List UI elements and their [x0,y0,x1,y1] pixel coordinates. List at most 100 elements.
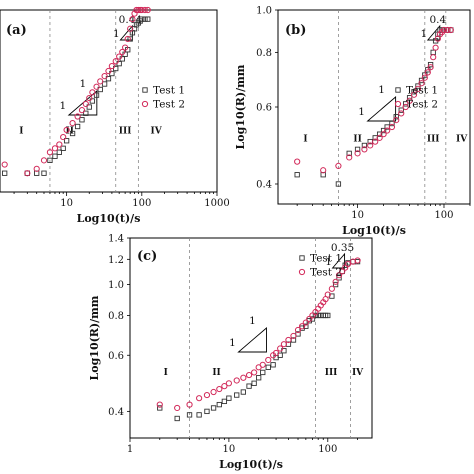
data-point-test2 [424,69,431,76]
chart-panel-1: 10 100 0.4 0.6 0.8 1.0 Log10(t)/s Log10(R)/mm (b… [234,6,471,237]
data-point-test1 [354,146,361,153]
data-point-test1 [97,86,103,93]
data-point-test2 [280,341,288,348]
data-point-test1 [157,405,163,411]
y-axis-title: Log10(R)/mm [88,295,101,380]
data-point-test1 [303,323,309,329]
data-point-test1 [312,312,319,319]
data-point-test2 [127,25,134,32]
data-point-test2 [89,89,96,96]
panel-label: (b) [285,23,306,38]
data-point-test1 [226,395,232,401]
data-point-test1 [309,316,316,322]
data-point-test2 [335,162,342,169]
data-point-test1 [145,16,151,22]
data-point-test2 [105,67,112,75]
data-point-test2 [216,385,223,393]
slope-run-label: 1 [378,84,385,96]
data-point-test2 [380,131,387,138]
y-tick-label: 0.4 [256,179,272,190]
data-point-test1 [402,101,409,107]
data-point-test2 [240,374,247,381]
x-axis-title: Log10(t)/s [77,212,141,225]
legend-marker-test1 [299,255,305,261]
data-point-test2 [447,26,454,34]
data-point-test1 [430,49,436,56]
data-point-test2 [367,142,374,149]
data-point-test1 [393,114,399,120]
legend-marker-test2 [394,100,402,108]
data-point-test1 [265,364,271,370]
data-point-test2 [272,349,280,357]
data-point-test1 [270,362,276,368]
data-point-test2 [294,326,302,334]
data-point-test2 [361,146,368,153]
stage-label: III [325,368,338,378]
data-point-test2 [335,272,343,279]
data-point-test2 [119,48,126,56]
data-point-test1 [52,153,58,159]
legend-label: Test 2 [406,99,438,111]
data-point-test1 [246,383,252,389]
data-point-test2 [122,44,129,51]
data-point-test1 [127,36,133,42]
plot-frame [277,9,471,205]
data-point-test2 [306,315,313,323]
stage-label: III [119,126,132,136]
legend-label: Test 1 [153,85,185,97]
tail-slope-rise-label: 1 [113,28,120,40]
plot-frame [129,237,373,439]
data-point-test1 [332,281,339,288]
tail-slope-triangle [331,252,346,269]
y-tick-label: 0.4 [108,407,124,418]
data-point-test2 [398,110,405,117]
data-point-test2 [141,6,149,14]
data-point-test2 [112,58,119,65]
data-point-test1 [325,312,331,319]
y-tick-label: 1.2 [108,255,124,266]
data-point-test2 [440,26,448,34]
data-point-test1 [389,120,395,127]
data-point-test1 [139,16,145,22]
stage-label: IV [456,135,468,145]
tail-slope-triangle [119,24,133,41]
legend-label: Test 2 [310,267,342,279]
data-point-test1 [47,157,53,163]
data-point-test2 [344,260,352,268]
slope-run-label: 1 [249,315,256,327]
data-point-test2 [384,127,391,134]
data-point-test2 [129,16,136,23]
tail-slope-label: 0.4 [429,14,446,26]
data-point-test1 [142,16,148,22]
x-axis-title: Log10(t)/s [219,458,283,471]
y-tick-label: 0.8 [256,48,272,59]
data-point-test1 [240,389,246,395]
data-point-test2 [203,391,211,399]
data-point-test2 [24,170,31,177]
data-point-test2 [320,167,327,174]
x-tick-label: 100 [318,444,337,455]
x-axis-title: Log10(t)/s [342,224,406,237]
data-point-test2 [402,103,409,111]
data-point-test2 [259,361,266,368]
slope-triangle [366,96,397,122]
data-point-test2 [93,83,100,90]
slope-triangle [237,327,267,353]
data-point-test2 [328,285,335,292]
data-point-test1 [174,415,180,422]
data-point-test1 [398,107,404,113]
x-tick-label: 10 [60,198,73,209]
data-point-test2 [299,323,306,330]
data-point-test1 [427,61,434,68]
data-point-test2 [410,91,418,98]
data-point-test2 [406,97,413,104]
data-point-test1 [406,95,413,101]
legend-marker-test1 [142,87,148,93]
data-point-test2 [86,94,93,102]
data-point-test1 [41,170,47,176]
stage-label: III [427,135,440,145]
data-point-test2 [309,312,316,319]
y-axis-title: Log10(R)/mm [234,64,247,149]
panel-label: (a) [6,23,27,38]
data-point-test1 [86,104,92,110]
